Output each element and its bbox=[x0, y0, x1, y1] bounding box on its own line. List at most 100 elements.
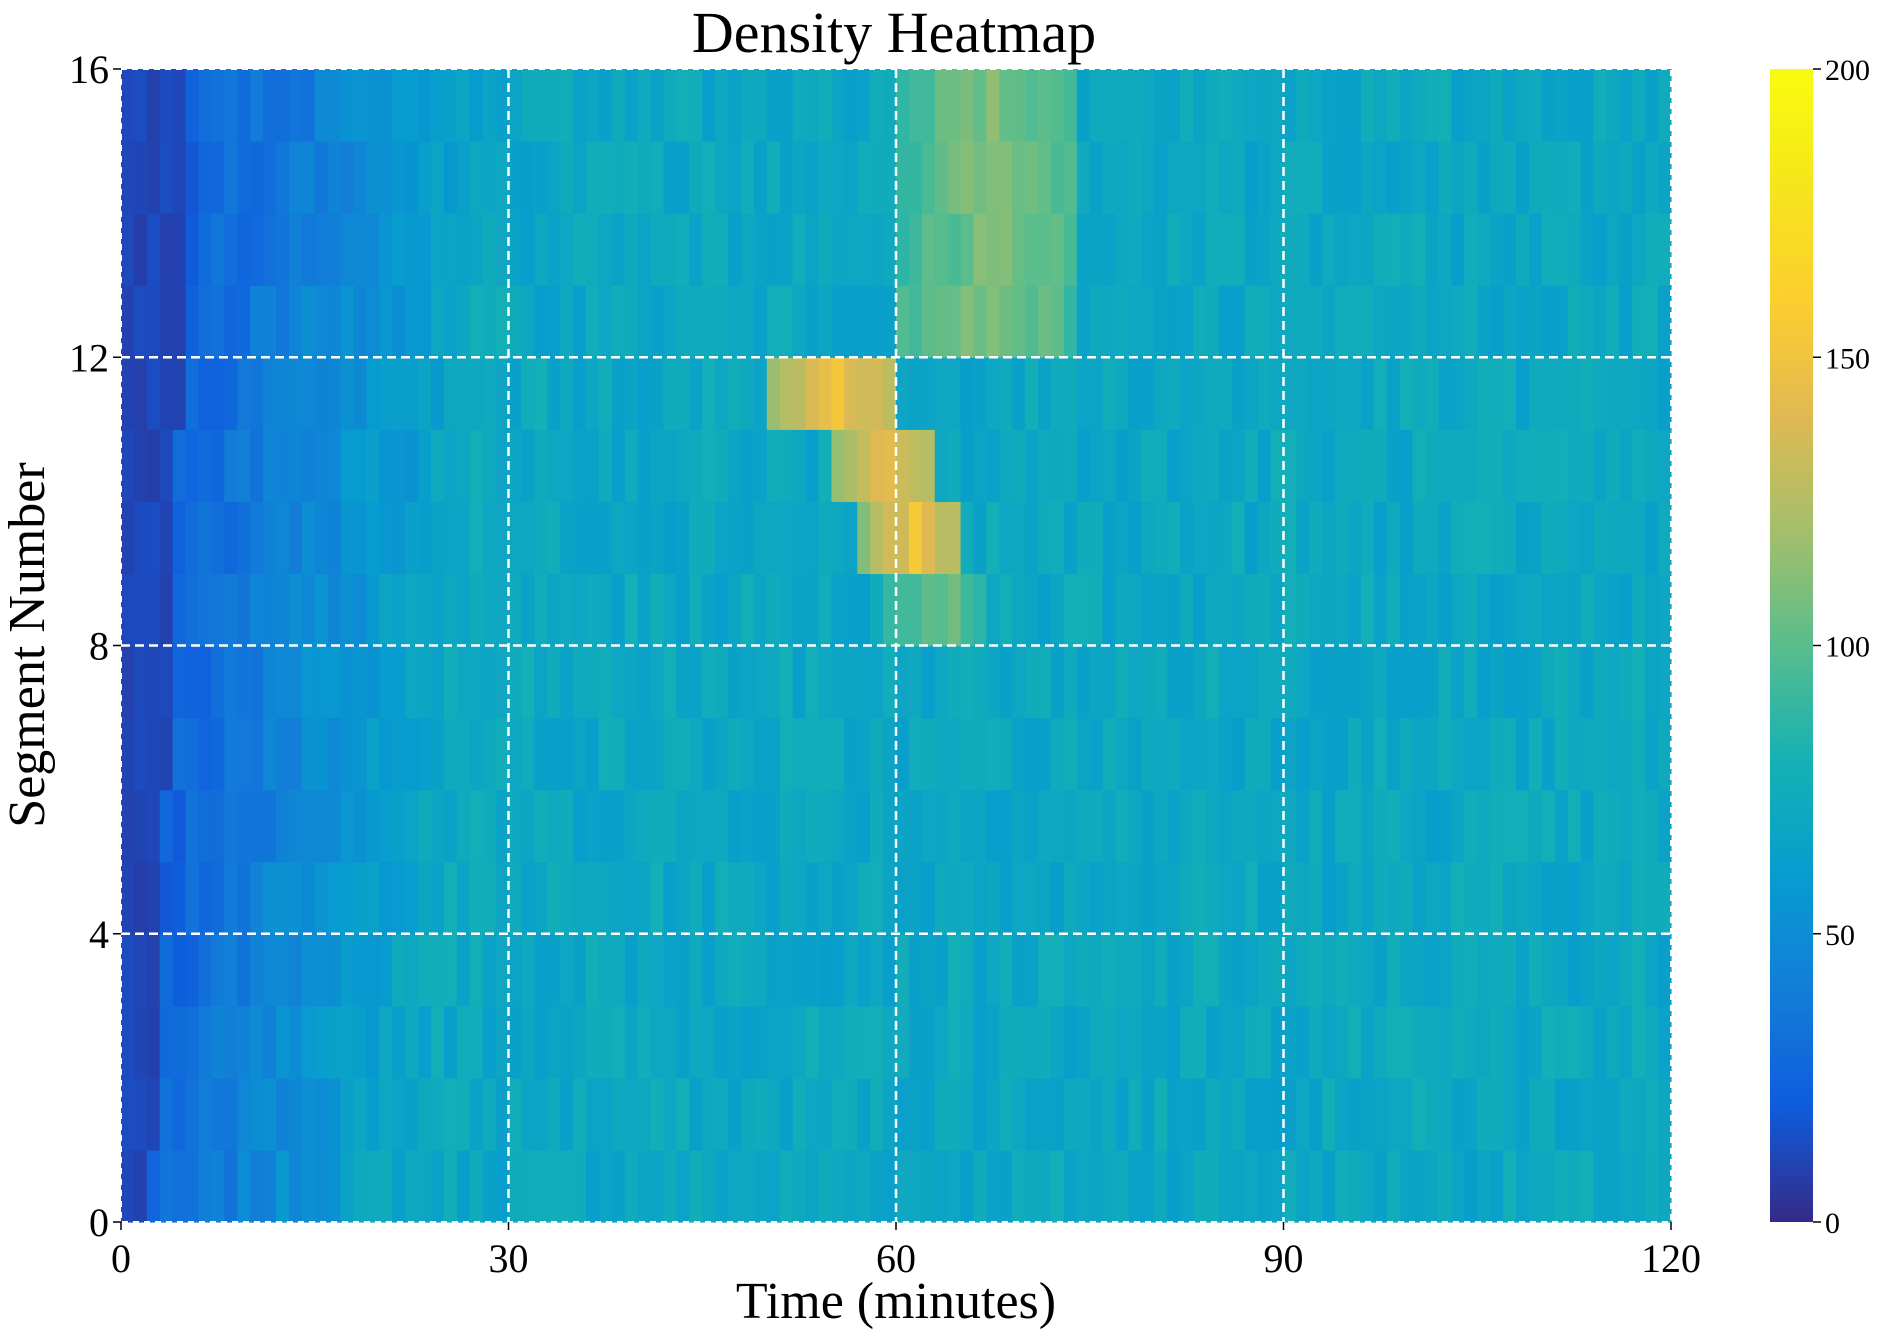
heatmap-cell bbox=[560, 429, 574, 502]
heatmap-cell bbox=[1632, 501, 1646, 575]
heatmap-cell bbox=[482, 861, 497, 935]
heatmap-cell bbox=[521, 429, 535, 502]
heatmap-cell bbox=[1619, 141, 1633, 214]
heatmap-cell bbox=[1348, 357, 1362, 430]
heatmap-cell bbox=[418, 357, 432, 430]
heatmap-cell bbox=[1012, 141, 1026, 214]
heatmap-cell bbox=[741, 789, 755, 863]
heatmap-cell bbox=[573, 357, 587, 430]
heatmap-cell bbox=[728, 789, 742, 863]
heatmap-cell bbox=[1554, 789, 1569, 863]
heatmap-cell bbox=[624, 789, 639, 863]
heatmap-cell bbox=[1361, 285, 1375, 358]
heatmap-cell bbox=[1257, 861, 1272, 935]
heatmap-cell bbox=[586, 789, 600, 863]
heatmap-cell bbox=[495, 1149, 510, 1223]
heatmap-cell bbox=[1386, 789, 1401, 863]
heatmap-cell bbox=[650, 861, 665, 935]
heatmap-cell bbox=[1322, 573, 1336, 647]
heatmap-cell bbox=[418, 213, 432, 286]
heatmap-cell bbox=[327, 1077, 342, 1151]
heatmap-cell bbox=[1206, 357, 1220, 430]
heatmap-cell bbox=[1309, 1005, 1323, 1079]
heatmap-cell bbox=[1244, 1005, 1259, 1079]
heatmap-cell bbox=[1063, 717, 1078, 791]
heatmap-cell bbox=[508, 1149, 523, 1223]
heatmap-cell bbox=[689, 789, 703, 863]
heatmap-cell bbox=[650, 1005, 665, 1079]
heatmap-cell bbox=[1218, 717, 1233, 791]
heatmap-cell bbox=[1503, 933, 1517, 1007]
heatmap-cell bbox=[908, 717, 923, 791]
heatmap-cell bbox=[301, 285, 316, 358]
heatmap-cell bbox=[237, 285, 251, 358]
heatmap-cell bbox=[1180, 645, 1194, 719]
heatmap-cell bbox=[986, 717, 1000, 791]
heatmap-cell bbox=[973, 429, 988, 502]
heatmap-cell bbox=[353, 141, 368, 214]
heatmap-cell bbox=[288, 357, 303, 430]
heatmap-cell bbox=[728, 429, 742, 502]
heatmap-cell bbox=[831, 141, 845, 214]
heatmap-cell bbox=[495, 1005, 510, 1079]
heatmap-cell bbox=[676, 1005, 690, 1079]
heatmap-cell bbox=[1386, 573, 1401, 647]
heatmap-cell bbox=[314, 1077, 329, 1151]
heatmap-cell bbox=[159, 141, 174, 214]
heatmap-cell bbox=[1412, 933, 1427, 1007]
heatmap-cell bbox=[301, 717, 316, 791]
heatmap-cell bbox=[986, 573, 1000, 647]
heatmap-cell bbox=[741, 429, 755, 502]
heatmap-cell bbox=[624, 861, 639, 935]
heatmap-cell bbox=[908, 429, 923, 502]
heatmap-cell bbox=[392, 141, 406, 214]
heatmap-cell bbox=[327, 501, 342, 575]
heatmap-cell bbox=[1115, 69, 1130, 142]
heatmap-cell bbox=[883, 789, 897, 863]
heatmap-cell bbox=[1244, 285, 1259, 358]
heatmap-cell bbox=[508, 285, 523, 358]
heatmap-cell bbox=[947, 69, 962, 142]
heatmap-cell bbox=[314, 1005, 329, 1079]
heatmap-cell bbox=[1516, 645, 1530, 719]
heatmap-cell bbox=[805, 285, 820, 358]
heatmap-cell bbox=[443, 501, 458, 575]
heatmap-cell bbox=[934, 429, 949, 502]
heatmap-cell bbox=[366, 213, 380, 286]
heatmap-cell bbox=[1528, 429, 1543, 502]
heatmap-cell bbox=[1425, 429, 1440, 502]
heatmap-cell bbox=[1296, 1149, 1310, 1223]
heatmap-cell bbox=[327, 645, 342, 719]
heatmap-cell bbox=[624, 141, 639, 214]
heatmap-cell bbox=[1451, 357, 1465, 430]
heatmap-cell bbox=[1270, 861, 1285, 935]
heatmap-cell bbox=[534, 429, 548, 502]
heatmap-cell bbox=[418, 1149, 432, 1223]
heatmap-cell bbox=[1218, 1077, 1233, 1151]
heatmap-cell bbox=[327, 1005, 342, 1079]
heatmap-cell bbox=[947, 357, 962, 430]
heatmap-cell bbox=[908, 213, 923, 286]
heatmap-cell bbox=[1231, 645, 1246, 719]
heatmap-cell bbox=[973, 213, 988, 286]
heatmap-cell bbox=[121, 933, 135, 1007]
heatmap-cell bbox=[301, 861, 316, 935]
heatmap-cell bbox=[250, 357, 264, 430]
heatmap-cell bbox=[1373, 789, 1388, 863]
heatmap-cell bbox=[301, 1149, 316, 1223]
heatmap-cell bbox=[1257, 285, 1272, 358]
heatmap-cell bbox=[844, 861, 858, 935]
heatmap-cell bbox=[1425, 69, 1440, 142]
heatmap-cell bbox=[495, 933, 510, 1007]
heatmap-cell bbox=[1089, 357, 1104, 430]
heatmap-cell bbox=[818, 141, 833, 214]
heatmap-cell bbox=[1335, 285, 1349, 358]
heatmap-cell bbox=[1038, 501, 1052, 575]
heatmap-cell bbox=[598, 285, 613, 358]
heatmap-cell bbox=[1619, 501, 1633, 575]
heatmap-cell bbox=[1425, 645, 1440, 719]
heatmap-cell bbox=[637, 1077, 652, 1151]
heatmap-cell bbox=[547, 357, 561, 430]
heatmap-cell bbox=[870, 933, 884, 1007]
heatmap-cell bbox=[1399, 789, 1414, 863]
